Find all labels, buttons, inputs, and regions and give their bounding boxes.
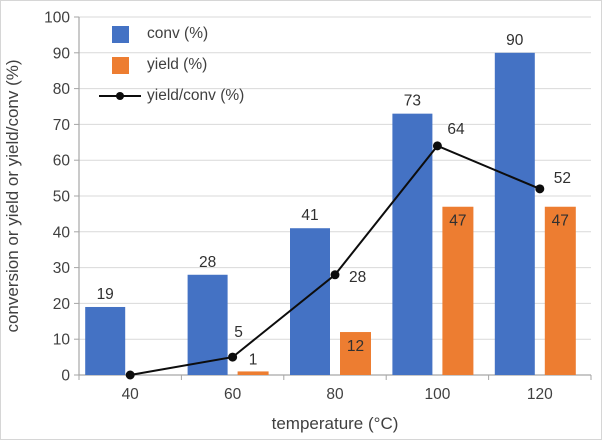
y-tick-label: 30 [53,260,71,277]
bar-yield [237,371,269,375]
y-tick-label: 90 [53,45,71,62]
bar-label-conv: 41 [301,207,318,224]
x-axis-title: temperature (°C) [272,414,399,433]
bar-conv [494,52,535,376]
line-marker [330,270,340,280]
x-tick-label: 60 [224,386,242,403]
legend-label-conv: conv (%) [147,25,209,42]
x-tick-label: 100 [424,386,450,403]
line-marker [535,184,545,194]
y-tick-label: 50 [53,189,71,206]
legend: conv (%) yield (%) yield/conv (%) [97,25,244,118]
legend-label-yieldconv: yield/conv (%) [147,87,245,104]
y-tick-label: 0 [61,368,70,385]
bar-yield [544,206,576,375]
bar-label-yield: 47 [449,213,466,230]
bar-yield [340,332,371,375]
line-label: 52 [554,170,571,187]
y-tick-label: 80 [53,81,71,98]
bar-label-yield: 1 [249,351,258,368]
legend-label-yield: yield (%) [147,56,208,73]
bar-label-yield: 47 [552,213,569,230]
line-marker [125,370,135,380]
legend-item-conv: conv (%) [97,25,244,43]
bar-label-conv: 73 [404,93,421,110]
bar-yield [442,206,474,375]
line-label: 64 [447,121,465,138]
legend-item-yieldconv: yield/conv (%) [97,87,244,105]
line-marker [228,352,238,362]
bar-conv [392,113,433,375]
conv-swatch-wrap [97,25,143,43]
bar-conv [290,228,330,375]
bar-label-conv: 19 [97,286,114,303]
line-label: 5 [234,324,243,341]
bar-label-conv: 90 [506,32,524,49]
x-tick-label: 80 [326,386,344,403]
y-tick-label: 20 [53,296,71,313]
yield-swatch-icon [111,56,129,74]
yield-swatch-wrap [97,56,143,74]
line-marker-swatch-icon [99,91,141,101]
y-tick-label: 100 [44,10,70,27]
line-label: 28 [349,269,366,286]
legend-item-yield: yield (%) [97,56,244,74]
bar-conv [85,306,126,375]
x-tick-label: 120 [527,386,553,403]
bar-label-yield: 12 [347,338,364,355]
bar-label-conv: 28 [199,254,216,271]
conv-swatch-icon [111,25,129,43]
y-axis-title: conversion or yield or yield/conv (%) [3,59,22,332]
y-tick-label: 10 [53,332,71,349]
yieldconv-swatch-wrap [97,91,143,101]
line-marker [432,141,442,151]
y-tick-label: 70 [53,117,71,134]
y-tick-label: 40 [53,224,71,241]
x-tick-label: 40 [122,386,140,403]
y-tick-label: 60 [53,153,71,170]
